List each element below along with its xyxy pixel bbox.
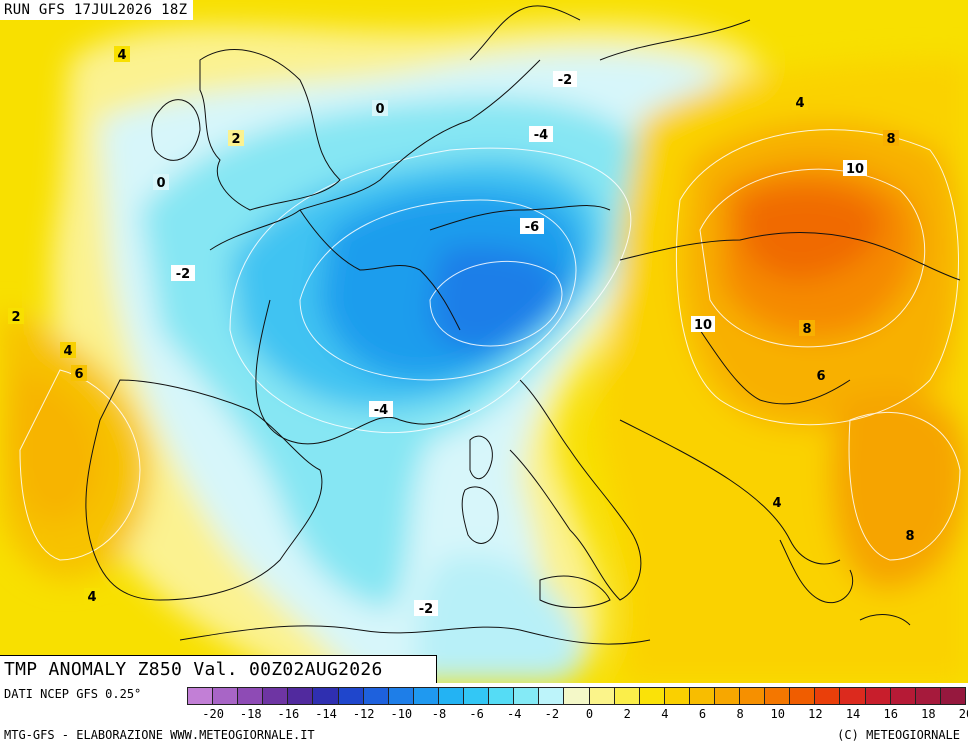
run-label: RUN GFS 17JUL2026 18Z bbox=[0, 0, 194, 20]
color-scale-swatch bbox=[237, 687, 264, 705]
color-scale-ticks: -20 -18 -16 -14 -12 -10 -8 -6 -4 -2 0 2 4 6 8 10 12 14 16 1… bbox=[188, 707, 968, 723]
color-scale-tick-label: -8 bbox=[431, 707, 447, 721]
color-scale-tick-label: 8 bbox=[736, 707, 744, 721]
color-scale-swatch bbox=[513, 687, 540, 705]
color-scale-swatch bbox=[287, 687, 314, 705]
color-scale-swatch bbox=[814, 687, 841, 705]
color-scale-swatch bbox=[864, 687, 891, 705]
contour-label: -2 bbox=[176, 267, 190, 282]
color-scale-tick-label: 20 bbox=[958, 707, 968, 721]
contour-label: 8 bbox=[802, 322, 811, 337]
color-scale-swatch bbox=[463, 687, 490, 705]
color-scale-swatch bbox=[764, 687, 791, 705]
color-scale-tick-label: -2 bbox=[544, 707, 560, 721]
contour-label: 8 bbox=[905, 529, 914, 544]
contour-label: 4 bbox=[87, 590, 96, 605]
contour-label: -2 bbox=[419, 602, 433, 617]
color-scale-swatch bbox=[613, 687, 640, 705]
color-scale-tick-label: -20 bbox=[202, 707, 224, 721]
contour-label: 2 bbox=[231, 132, 240, 147]
color-scale-tick-label: -10 bbox=[390, 707, 413, 721]
color-scale-tick-label: 4 bbox=[661, 707, 669, 721]
color-scale-tick-label: 18 bbox=[921, 707, 936, 721]
color-scale-tick-label: -4 bbox=[507, 707, 522, 721]
color-scale-tick-label: -16 bbox=[277, 707, 300, 721]
contour-label: 6 bbox=[74, 367, 83, 382]
map-title: TMP ANOMALY Z850 Val. 00Z02AUG2026 bbox=[0, 655, 437, 683]
color-scale-swatch bbox=[688, 687, 715, 705]
contour-label: -4 bbox=[534, 128, 548, 143]
contour-label: 10 bbox=[846, 162, 864, 177]
color-scale-swatch bbox=[212, 687, 239, 705]
contour-label: 4 bbox=[117, 48, 126, 63]
color-scale-swatch bbox=[889, 687, 916, 705]
color-scale-swatch bbox=[563, 687, 590, 705]
color-scale-tick-label: -6 bbox=[469, 707, 484, 721]
color-scale-swatch bbox=[713, 687, 741, 705]
color-scale-tick-label: 2 bbox=[623, 707, 631, 721]
anomaly-field-shading bbox=[0, 21, 968, 683]
contour-label: 0 bbox=[156, 176, 165, 191]
color-scale-swatch bbox=[387, 687, 414, 705]
color-scale-swatch bbox=[412, 687, 439, 705]
contour-label: 10 bbox=[694, 318, 712, 333]
color-scale-tick-label: -18 bbox=[239, 707, 262, 721]
color-scale-swatch bbox=[914, 687, 941, 705]
color-scale-tick-label: 12 bbox=[808, 707, 823, 721]
anomaly-map: 4 2 0 -2 0 -2 -4 -6 -4 -2 4 8 10 10 8 6 … bbox=[0, 0, 968, 683]
coastlines bbox=[85, 5, 961, 645]
color-scale-swatch bbox=[739, 687, 766, 705]
color-scale-swatch bbox=[437, 687, 465, 705]
color-scale-swatch bbox=[187, 687, 214, 705]
color-scale-swatch bbox=[362, 687, 389, 705]
contour-label: 4 bbox=[63, 344, 72, 359]
contour-label: 4 bbox=[795, 96, 804, 111]
contour-label: 8 bbox=[886, 132, 895, 147]
credit-left: MTG-GFS - ELABORAZIONE WWW.METEOGIORNALE… bbox=[4, 728, 315, 742]
color-scale-tick-label: -12 bbox=[352, 707, 375, 721]
contour-label: -4 bbox=[374, 403, 388, 418]
color-scale-swatch bbox=[337, 687, 364, 705]
contour-label: -2 bbox=[558, 73, 572, 88]
color-scale-swatch bbox=[789, 687, 816, 705]
color-scale-swatch bbox=[939, 687, 966, 705]
color-scale-tick-label: -14 bbox=[315, 707, 337, 721]
contour-label: -6 bbox=[525, 220, 539, 235]
data-source: DATI NCEP GFS 0.25° bbox=[4, 687, 142, 701]
credit-right: (C) METEOGIORNALE bbox=[837, 728, 960, 742]
contour-labels: 4 2 0 -2 0 -2 -4 -6 -4 -2 4 8 10 10 8 6 … bbox=[8, 46, 918, 617]
contour-label: 0 bbox=[375, 102, 384, 117]
color-scale-swatch bbox=[312, 687, 339, 705]
color-scale-tick-label: 0 bbox=[585, 707, 594, 721]
color-scale-tick-label: 16 bbox=[883, 707, 898, 721]
color-scale-tick-label: 6 bbox=[698, 707, 707, 721]
color-scale-tick-label: 10 bbox=[770, 707, 785, 721]
color-scale-swatch bbox=[638, 687, 665, 705]
color-scale-swatch bbox=[839, 687, 866, 705]
color-scale-swatch bbox=[538, 687, 565, 705]
color-scale-bar bbox=[187, 687, 966, 705]
color-scale-tick-label: 14 bbox=[845, 707, 861, 721]
color-scale-swatch bbox=[262, 687, 289, 705]
color-scale-swatch bbox=[663, 687, 690, 705]
contour-label: 6 bbox=[816, 369, 825, 384]
color-scale-swatch bbox=[588, 687, 615, 705]
color-scale-swatch bbox=[488, 687, 515, 705]
contour-label: 2 bbox=[11, 310, 20, 325]
contour-label: 4 bbox=[772, 496, 781, 511]
